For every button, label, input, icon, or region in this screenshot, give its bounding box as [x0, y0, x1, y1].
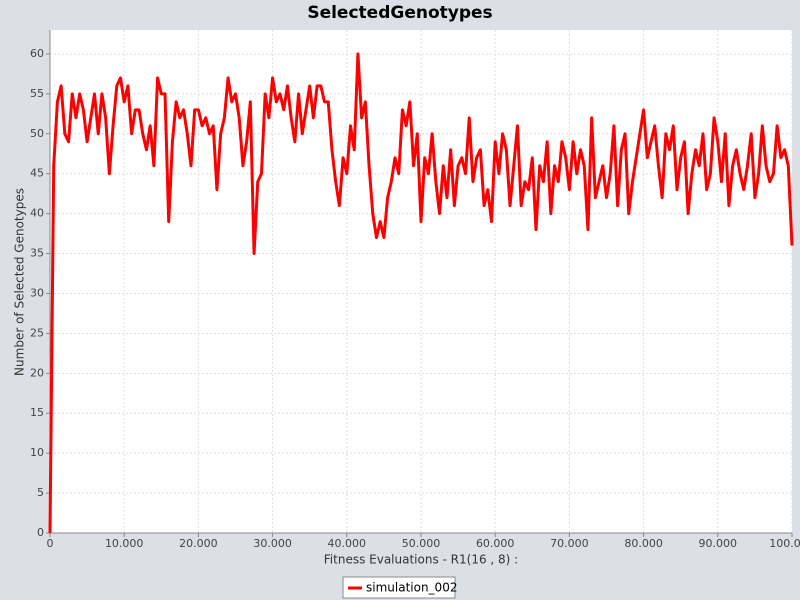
- x-tick-label: 10.000: [105, 537, 144, 550]
- x-tick-label: 0: [47, 537, 54, 550]
- y-tick-label: 50: [30, 127, 44, 140]
- x-tick-label: 30.000: [253, 537, 292, 550]
- x-tick-label: 90.000: [699, 537, 738, 550]
- x-tick-label: 80.000: [624, 537, 663, 550]
- y-tick-label: 15: [30, 406, 44, 419]
- legend-label: simulation_002: [366, 581, 457, 595]
- legend: [342, 576, 456, 599]
- y-tick-label: 20: [30, 366, 44, 379]
- y-axis-label: Number of Selected Genotypes: [13, 188, 27, 376]
- y-tick-label: 0: [37, 526, 44, 539]
- y-tick-label: 10: [30, 446, 44, 459]
- y-tick-label: 45: [30, 167, 44, 180]
- y-tick-label: 35: [30, 247, 44, 260]
- y-tick-label: 40: [30, 207, 44, 220]
- x-axis-label: Fitness Evaluations - R1(16 , 8) :: [324, 553, 518, 567]
- x-tick-label: 50.000: [402, 537, 441, 550]
- x-tick-label: 60.000: [476, 537, 515, 550]
- x-tick-label: 100.000: [769, 537, 800, 550]
- plot-area: [50, 30, 792, 533]
- data-line: [48, 52, 794, 534]
- y-tick-label: 60: [30, 47, 44, 60]
- y-tick-label: 30: [30, 286, 44, 299]
- x-tick-label: 70.000: [550, 537, 589, 550]
- x-tick-label: 20.000: [179, 537, 218, 550]
- y-tick-label: 25: [30, 326, 44, 339]
- chart-title: SelectedGenotypes: [307, 3, 492, 23]
- x-tick-label: 40.000: [328, 537, 367, 550]
- y-tick-label: 5: [37, 486, 44, 499]
- y-tick-label: 55: [30, 87, 44, 100]
